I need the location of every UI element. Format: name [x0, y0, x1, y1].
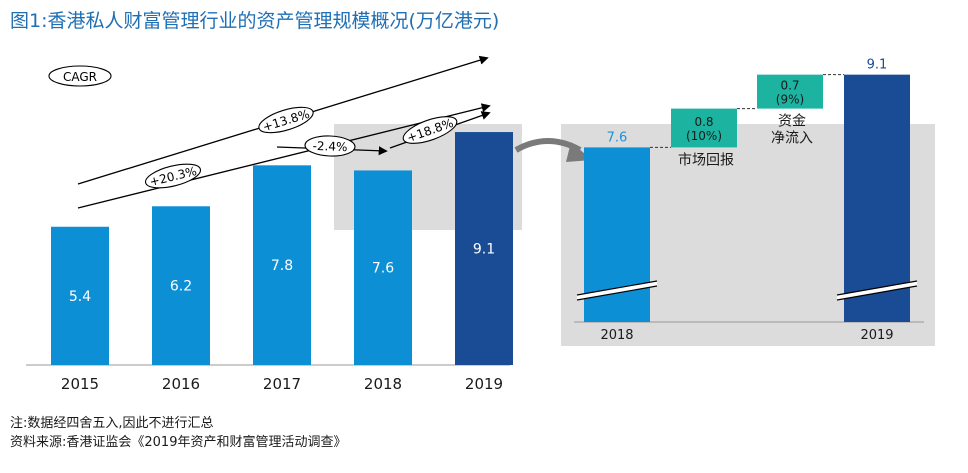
waterfall-step-value: 0.7	[780, 79, 799, 93]
x-tick-2016: 2016	[162, 375, 200, 393]
axis-break-line	[576, 285, 658, 301]
bar-2015	[51, 226, 109, 365]
bar-2016	[152, 206, 210, 365]
cagr-label-2017-2018: -2.4%	[312, 139, 347, 154]
bar-2018	[354, 170, 412, 365]
axis-break-line	[836, 280, 918, 296]
cagr-bubble-outline	[144, 163, 202, 189]
footnote-source: 资料来源:香港证监会《2019年资产和财富管理活动调查》	[10, 435, 347, 450]
cagr-legend-label: CAGR	[63, 70, 97, 84]
footnote-rounding: 注:数据经四舍五入,因此不进行汇总	[10, 416, 214, 431]
cagr-bubble-2015-2019: +13.8%	[258, 106, 314, 134]
bar-value-label-2019: 9.1	[473, 242, 495, 258]
x-tick-2017: 2017	[263, 375, 301, 393]
x-tick-2015: 2015	[61, 375, 99, 393]
cagr-bubble-2017-2018: -2.4%	[304, 135, 356, 157]
waterfall-step-pct: (10%)	[686, 129, 722, 143]
waterfall-end-value: 9.1	[867, 58, 888, 73]
waterfall-bar-2019	[844, 74, 910, 323]
waterfall-step-pct: (9%)	[776, 93, 804, 107]
bar-value-label-2016: 6.2	[170, 279, 192, 295]
bar-value-label-2015: 5.4	[69, 289, 91, 305]
chart-title: 图1:香港私人财富管理行业的资产管理规模概况(万亿港元)	[10, 10, 500, 32]
x-tick-2019: 2019	[465, 375, 503, 393]
waterfall-step-name: 资金	[778, 114, 806, 130]
waterfall-step-bar	[671, 108, 737, 148]
waterfall-step-bar	[757, 74, 823, 109]
cagr-bubble-outline	[258, 106, 314, 134]
waterfall-step-name: 市场回报	[678, 151, 734, 168]
footnotes: 注:数据经四舍五入,因此不进行汇总 资料来源:香港证监会《2019年资产和财富管…	[10, 414, 346, 452]
axis-break-0	[577, 281, 657, 300]
cagr-legend-pill	[48, 65, 112, 87]
waterfall-step-value: 0.8	[694, 115, 713, 129]
bar-2019	[455, 132, 513, 365]
bar-value-label-2017: 7.8	[271, 258, 293, 274]
bar-value-label-2018: 7.6	[372, 261, 394, 277]
cagr-bubble-outline	[402, 116, 458, 144]
axis-break-line	[836, 285, 918, 301]
bar-2017	[253, 165, 311, 365]
axis-break-line	[576, 280, 658, 296]
waterfall-x-tick-2018: 2018	[600, 328, 633, 343]
waterfall-step-name: 净流入	[771, 131, 813, 147]
cagr-bubble-2015-2018: +20.3%	[144, 163, 202, 189]
waterfall-x-tick-2019: 2019	[860, 328, 893, 343]
waterfall-start-value: 7.6	[607, 130, 628, 145]
x-tick-2018: 2018	[364, 375, 402, 393]
axis-break-1	[837, 281, 917, 300]
cagr-bubble-outline	[304, 135, 356, 157]
